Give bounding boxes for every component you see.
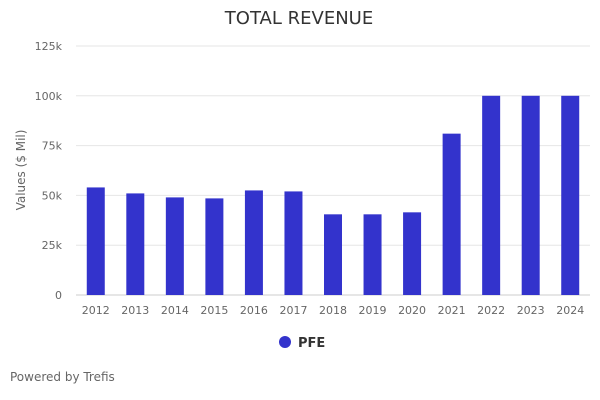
bars xyxy=(86,95,580,295)
y-tick-label: 50k xyxy=(42,189,63,202)
x-tick-label: 2015 xyxy=(200,304,228,317)
x-tick-label: 2020 xyxy=(398,304,426,317)
bar-2018[interactable] xyxy=(324,214,342,295)
legend-label-pfe[interactable]: PFE xyxy=(298,336,325,351)
chart-title: TOTAL REVENUE xyxy=(224,8,373,29)
bar-2015[interactable] xyxy=(205,198,224,295)
x-tick-label: 2024 xyxy=(556,304,584,317)
legend-marker-pfe[interactable] xyxy=(279,336,291,348)
x-tick-label: 2013 xyxy=(121,304,149,317)
x-axis-ticks: 2012 2013 2014 2015 2016 2017 2018 2019 2020 2021… xyxy=(82,304,584,317)
bar-2020[interactable] xyxy=(403,212,422,295)
x-tick-label: 2012 xyxy=(82,304,110,317)
bar-2012[interactable] xyxy=(86,187,105,295)
gridlines xyxy=(76,45,590,296)
y-tick-label: 75k xyxy=(42,140,63,153)
y-tick-label: 125k xyxy=(35,40,63,53)
y-axis-ticks: 0 25k 50k 75k 100k 125k xyxy=(35,40,63,302)
bar-2017[interactable] xyxy=(284,191,303,295)
bar-2016[interactable] xyxy=(244,190,263,295)
y-tick-label: 0 xyxy=(55,289,62,302)
x-tick-label: 2022 xyxy=(477,304,505,317)
x-tick-label: 2019 xyxy=(359,304,387,317)
bar-2022[interactable] xyxy=(482,95,501,295)
bar-2024[interactable] xyxy=(561,95,580,295)
x-tick-label: 2014 xyxy=(161,304,189,317)
bar-2013[interactable] xyxy=(126,193,145,295)
x-tick-label: 2016 xyxy=(240,304,268,317)
y-tick-label: 100k xyxy=(35,90,63,103)
bar-2019[interactable] xyxy=(363,214,382,295)
bar-2023[interactable] xyxy=(521,95,540,295)
powered-by-footer[interactable]: Powered by Trefis xyxy=(10,370,115,384)
x-tick-label: 2021 xyxy=(438,304,466,317)
bar-2021[interactable] xyxy=(442,133,461,295)
x-tick-label: 2017 xyxy=(279,304,307,317)
y-axis-label: Values ($ Mil) xyxy=(14,130,28,211)
x-tick-label: 2018 xyxy=(319,304,347,317)
legend[interactable]: PFE xyxy=(279,336,325,351)
y-tick-label: 25k xyxy=(42,239,63,252)
x-tick-label: 2023 xyxy=(517,304,545,317)
bar-2014[interactable] xyxy=(165,197,184,295)
